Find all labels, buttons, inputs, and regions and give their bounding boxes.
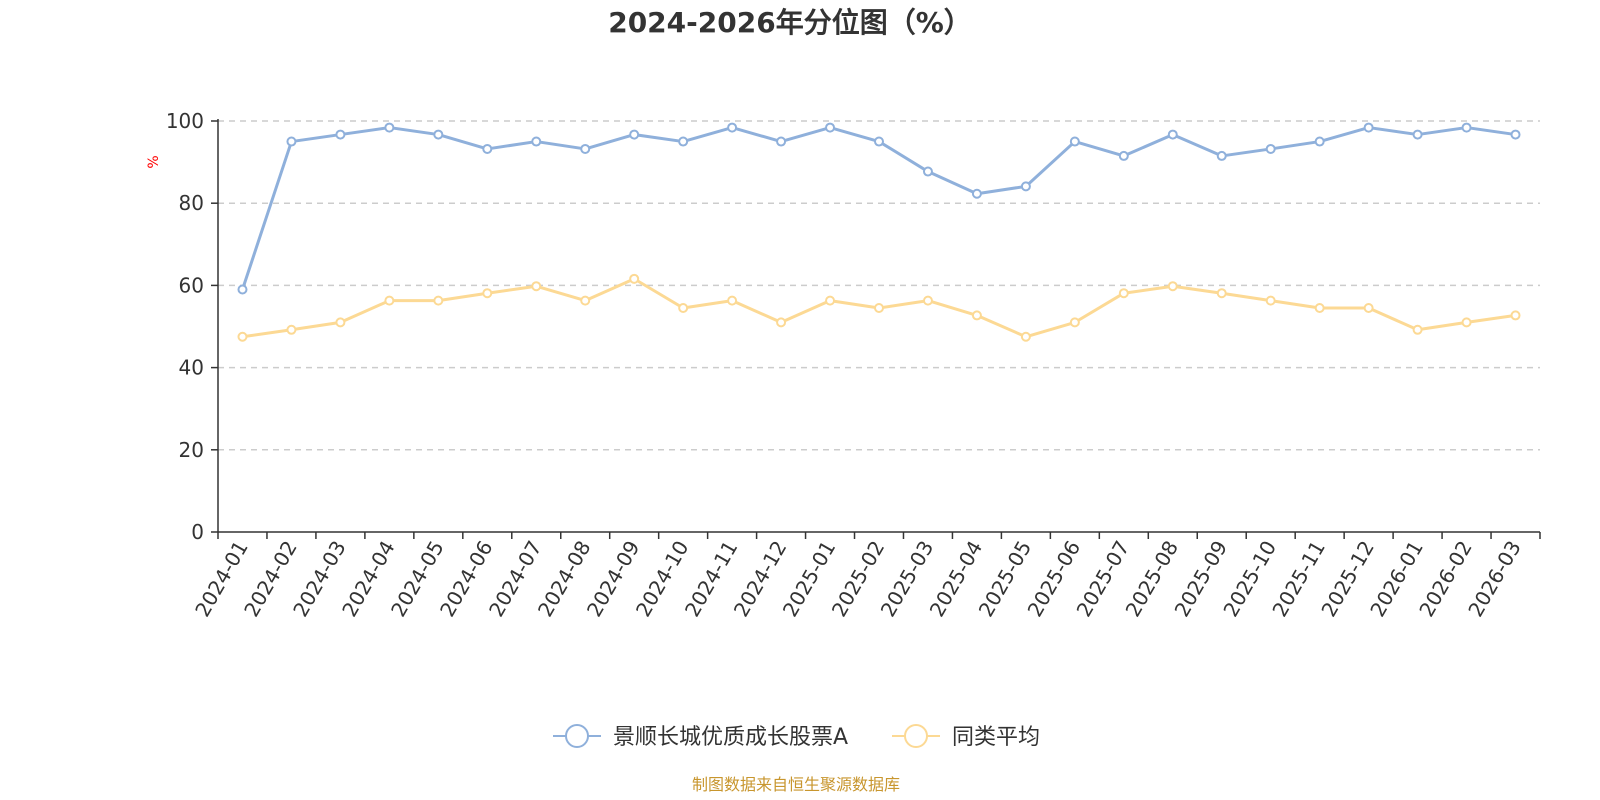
data-point-series-1 xyxy=(922,166,933,177)
data-point-series-1 xyxy=(678,136,689,147)
data-point-series-2 xyxy=(629,273,640,284)
data-point-series-2 xyxy=(1510,310,1521,321)
data-point-series-2 xyxy=(727,295,738,306)
data-point-series-2 xyxy=(1412,324,1423,335)
y-tick-label-40: 40 xyxy=(179,356,204,380)
data-point-series-2 xyxy=(1167,281,1178,292)
data-point-series-2 xyxy=(384,295,395,306)
data-point-series-1 xyxy=(286,136,297,147)
series-line-1 xyxy=(241,126,1516,290)
legend-marker-icon xyxy=(565,724,589,748)
data-point-series-2 xyxy=(874,303,884,314)
y-tick-label-60: 60 xyxy=(179,273,204,297)
y-tick-label-0: 0 xyxy=(191,520,204,544)
legend[interactable]: 景顺长城优质成长股票A 同类平均 xyxy=(553,724,1040,750)
data-point-series-1 xyxy=(237,284,248,295)
y-tick-labels: 0 20 40 60 80 100 xyxy=(166,109,204,544)
data-point-series-1 xyxy=(776,136,787,147)
y-axis-label: % xyxy=(146,155,162,168)
data-point-series-1 xyxy=(1216,150,1227,161)
data-point-series-2 xyxy=(237,331,248,342)
legend-label: 景顺长城优质成长股票A xyxy=(613,725,848,750)
data-point-series-1 xyxy=(384,122,395,133)
data-point-series-2 xyxy=(1020,331,1031,342)
data-point-series-2 xyxy=(971,310,982,321)
data-point-series-1 xyxy=(1461,122,1472,133)
series-lines xyxy=(237,122,1521,342)
data-point-series-2 xyxy=(678,303,689,314)
y-tick-label-100: 100 xyxy=(166,109,204,133)
data-point-series-2 xyxy=(825,295,836,306)
x-tick-labels: 2024-012024-022024-032024-042024-052024-… xyxy=(190,537,1526,621)
data-point-series-2 xyxy=(922,295,933,306)
data-point-series-1 xyxy=(482,143,493,154)
axes xyxy=(211,119,1541,539)
data-point-series-2 xyxy=(286,324,297,335)
data-point-series-1 xyxy=(727,122,738,133)
data-point-series-1 xyxy=(1167,129,1178,140)
data-point-series-2 xyxy=(1265,295,1276,306)
data-point-series-2 xyxy=(335,317,346,328)
data-point-series-2 xyxy=(531,281,542,292)
y-tick-label-80: 80 xyxy=(179,191,204,215)
y-tick-label-20: 20 xyxy=(179,438,204,462)
data-point-series-1 xyxy=(580,143,591,154)
data-point-series-2 xyxy=(433,295,444,306)
data-point-series-1 xyxy=(1412,129,1423,140)
data-point-series-1 xyxy=(1265,143,1276,154)
data-point-series-1 xyxy=(1069,136,1080,147)
data-point-series-2 xyxy=(776,317,787,328)
grid-lines xyxy=(218,120,1540,451)
data-point-series-2 xyxy=(482,288,493,299)
data-point-series-2 xyxy=(1461,317,1472,328)
data-point-series-1 xyxy=(874,136,884,147)
data-point-series-2 xyxy=(1118,288,1129,299)
data-point-series-2 xyxy=(1363,303,1374,314)
data-point-series-1 xyxy=(1118,150,1129,161)
legend-item-1[interactable]: 景顺长城优质成长股票A xyxy=(553,724,848,750)
data-point-series-1 xyxy=(971,188,982,199)
data-point-series-1 xyxy=(1314,136,1325,147)
legend-label: 同类平均 xyxy=(952,725,1040,750)
chart-title: 2024-2026年分位图（%） xyxy=(608,6,972,39)
data-point-series-1 xyxy=(1020,181,1031,192)
data-point-series-1 xyxy=(335,129,346,140)
legend-item-2[interactable]: 同类平均 xyxy=(892,724,1040,750)
data-point-series-2 xyxy=(1216,288,1227,299)
data-point-series-2 xyxy=(1069,317,1080,328)
data-point-series-1 xyxy=(1363,122,1374,133)
data-point-series-1 xyxy=(825,122,836,133)
legend-marker-icon xyxy=(904,724,928,748)
data-point-series-2 xyxy=(1314,303,1325,314)
data-point-series-1 xyxy=(531,136,542,147)
data-point-series-1 xyxy=(629,129,640,140)
data-point-series-1 xyxy=(1510,129,1521,140)
source-note: 制图数据来自恒生聚源数据库 xyxy=(692,775,900,794)
data-point-series-2 xyxy=(580,295,591,306)
data-point-series-1 xyxy=(433,129,444,140)
